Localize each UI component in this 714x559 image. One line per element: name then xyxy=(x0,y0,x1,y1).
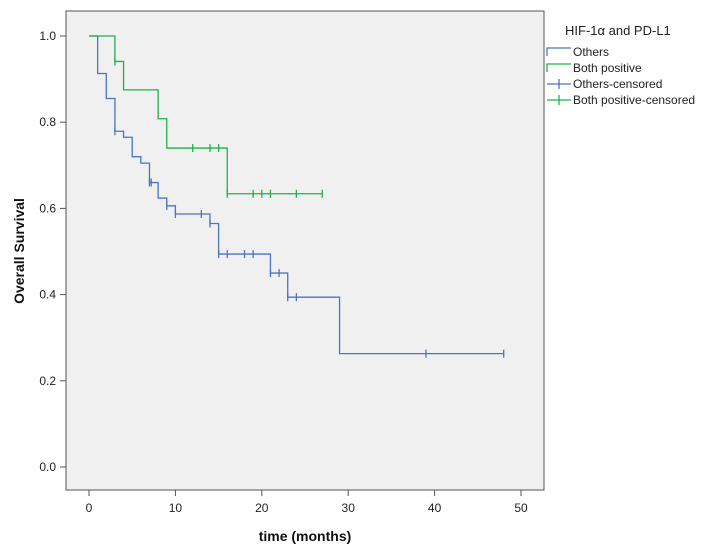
legend-swatch xyxy=(546,63,571,72)
x-tick-label: 20 xyxy=(255,501,269,515)
y-tick-label: 0.8 xyxy=(39,115,56,129)
y-tick-label: 0.6 xyxy=(39,201,56,215)
censor-marks xyxy=(114,57,505,358)
x-axis: 0 10 20 30 40 50 xyxy=(86,490,528,515)
y-tick-label: 0.2 xyxy=(39,374,56,388)
legend-label: Others-censored xyxy=(573,77,662,91)
legend-label: Both positive xyxy=(573,61,642,75)
x-tick-label: 50 xyxy=(514,501,528,515)
x-axis-title: time (months) xyxy=(259,528,352,544)
legend-label: Others xyxy=(573,45,609,59)
y-axis: 0.0 0.2 0.4 0.6 0.8 1.0 xyxy=(39,29,66,474)
both-positive-curve xyxy=(89,35,323,195)
y-axis-title: Overall Survival xyxy=(11,198,27,304)
y-tick-label: 1.0 xyxy=(39,29,56,43)
legend-entry: Both positive-censored xyxy=(547,93,695,107)
x-tick-label: 0 xyxy=(86,501,93,515)
y-tick-label: 0.0 xyxy=(39,460,56,474)
legend-title: HIF-1α and PD-L1 xyxy=(565,23,671,38)
legend-entry: Others xyxy=(546,45,609,59)
plot-area xyxy=(65,10,545,491)
x-tick-label: 30 xyxy=(342,501,356,515)
y-tick-label: 0.4 xyxy=(39,288,56,302)
legend-label: Both positive-censored xyxy=(573,93,695,107)
legend: HIF-1α and PD-L1 Others Both positive Othe… xyxy=(546,23,695,107)
legend-entry: Others-censored xyxy=(547,77,662,91)
legend-swatch xyxy=(546,47,571,56)
x-tick-label: 10 xyxy=(169,501,183,515)
x-tick-label: 40 xyxy=(428,501,442,515)
legend-entry: Both positive xyxy=(546,61,642,75)
